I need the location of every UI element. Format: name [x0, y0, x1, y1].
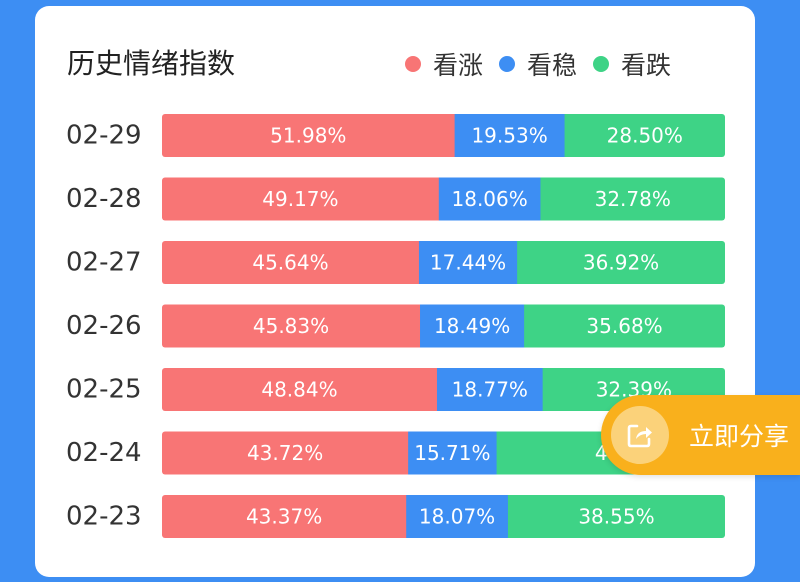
bar-segment — [162, 304, 421, 348]
data-label: 28.50% — [607, 124, 683, 148]
bar-row: 02-29 51.98% 19.53% 28.50% — [66, 114, 725, 157]
legend: 看涨 看稳 看跌 — [405, 46, 671, 82]
bar-segments: 49.17% 18.06% 32.78% — [162, 177, 725, 221]
data-label: 18.77% — [452, 378, 528, 402]
bar-row: 02-25 48.84% 18.77% 32.39% — [66, 368, 725, 411]
bar-segment — [507, 495, 725, 538]
category-label: 02-23 — [66, 502, 142, 532]
bar-segment — [564, 114, 725, 157]
category-label: 02-27 — [66, 248, 142, 278]
data-label: 18.07% — [419, 505, 495, 529]
legend-item-up: 看涨 — [405, 46, 483, 82]
share-label: 立即分享 — [689, 422, 790, 451]
bar-row: 02-28 49.17% 18.06% 32.78% — [66, 177, 725, 221]
share-button[interactable]: 立即分享 — [601, 395, 800, 475]
data-label: 35.68% — [586, 314, 662, 338]
legend-dot-down — [593, 56, 610, 72]
bar-segment — [162, 431, 409, 475]
bar-row: 02-27 45.64% 17.44% 36.92% — [66, 241, 725, 284]
bar-segments: 48.84% 18.77% 32.39% — [162, 368, 725, 411]
data-label: 49.17% — [262, 187, 338, 211]
legend-label-down: 看跌 — [621, 51, 672, 80]
data-label: 36.92% — [583, 251, 659, 275]
data-label: 17.44% — [430, 251, 506, 275]
data-label: 18.49% — [434, 314, 510, 338]
legend-label-up: 看涨 — [433, 51, 484, 80]
bar-segment — [438, 177, 541, 221]
bar-segment — [420, 304, 525, 348]
chart-card: 历史情绪指数 看涨 看稳 看跌 — [35, 6, 755, 577]
bar-segment — [162, 177, 440, 221]
bar-segment — [162, 495, 407, 538]
category-label: 02-24 — [66, 438, 142, 468]
bar-segment — [454, 114, 566, 157]
data-label: 32.78% — [595, 187, 671, 211]
data-label: 38.55% — [578, 505, 654, 529]
data-label: 45.64% — [252, 251, 328, 275]
bar-segments: 45.83% 18.49% 35.68% — [162, 304, 725, 348]
bar-segments: 43.37% 18.07% 38.55% — [162, 495, 725, 538]
legend-dot-stable — [499, 56, 516, 72]
legend-item-stable: 看稳 — [499, 46, 577, 82]
category-label: 02-25 — [66, 375, 142, 405]
bar-segments: 45.64% 17.44% 36.92% — [162, 241, 725, 284]
data-label: 18.06% — [452, 187, 528, 211]
bar-segment — [162, 241, 420, 284]
bar-segments: 51.98% 19.53% 28.50% — [162, 114, 725, 157]
bar-segment — [436, 368, 544, 411]
data-label: 19.53% — [471, 124, 547, 148]
bar-row: 02-26 45.83% 18.49% 35.68% — [66, 304, 725, 348]
data-label: 48.84% — [261, 378, 337, 402]
bar-segment — [517, 241, 725, 284]
category-label: 02-26 — [66, 311, 142, 341]
bar-segment — [408, 431, 498, 475]
bar-segment — [524, 304, 725, 348]
legend-item-down: 看跌 — [593, 46, 671, 82]
bar-segment — [540, 177, 725, 221]
chart-title: 历史情绪指数 — [67, 47, 236, 80]
data-label: 51.98% — [270, 124, 346, 148]
bar-row: 02-23 43.37% 18.07% 38.55% — [66, 495, 725, 538]
category-label: 02-28 — [66, 184, 142, 214]
legend-label-stable: 看稳 — [527, 51, 578, 80]
bar-segment — [418, 241, 518, 284]
share-icon — [611, 406, 669, 464]
bar-segment — [162, 114, 456, 157]
category-label: 02-29 — [66, 121, 142, 151]
data-label: 15.71% — [414, 441, 490, 465]
legend-dot-up — [405, 56, 421, 72]
data-label: 43.72% — [247, 441, 323, 465]
data-label: 43.37% — [246, 505, 322, 529]
data-label: 45.83% — [253, 314, 329, 338]
bar-segment — [406, 495, 509, 538]
bar-segment — [162, 368, 438, 411]
